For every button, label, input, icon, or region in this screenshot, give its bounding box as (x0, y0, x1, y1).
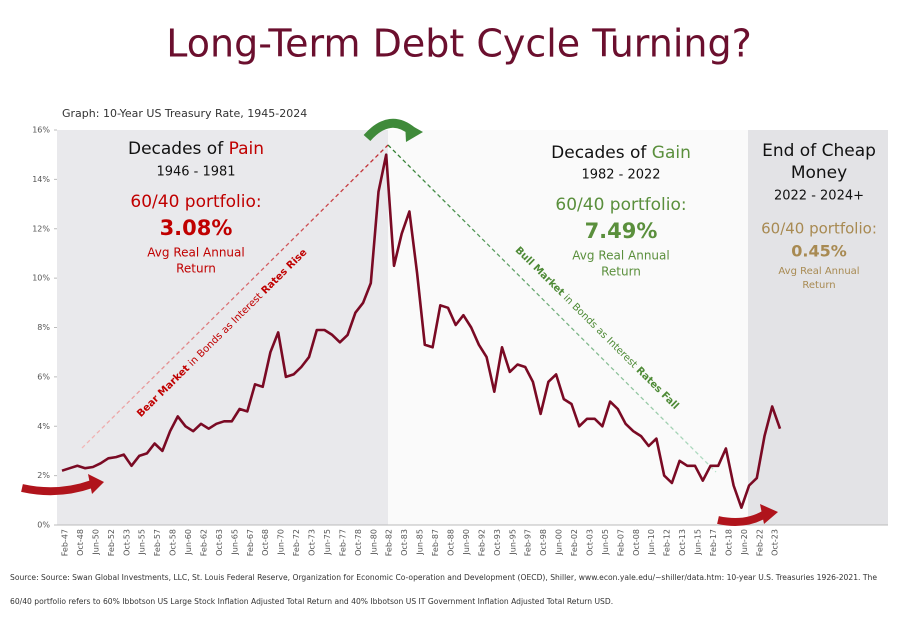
x-tick-label: Oct-98 (539, 529, 548, 556)
pain-caption: Avg Real Annual (147, 246, 244, 260)
x-tick-label: Feb-72 (292, 529, 301, 556)
y-tick-label: 6% (37, 372, 50, 381)
x-tick-label: Oct-88 (447, 529, 456, 556)
bull-trend (387, 144, 717, 473)
x-tick-label: Oct-93 (493, 529, 502, 556)
x-tick-label: Jun-95 (508, 529, 517, 556)
source-note: Source: Source: Swan Global Investments,… (10, 573, 877, 582)
pain-caption: Return (176, 262, 216, 276)
x-tick-label: Jun-65 (230, 529, 239, 556)
y-tick-label: 16% (32, 126, 50, 135)
portfolio-note: 60/40 portfolio refers to 60% Ibbotson U… (10, 597, 613, 606)
gain-portfolio: 60/40 portfolio: (555, 195, 686, 215)
y-tick-label: 12% (32, 224, 50, 233)
cheap-caption: Return (802, 280, 835, 291)
x-tick-label: Feb-47 (61, 529, 70, 556)
pain-years: 1946 - 1981 (156, 165, 235, 180)
pain-return: 3.08% (160, 216, 233, 240)
pain-zone (57, 130, 388, 525)
cheap-caption: Avg Real Annual (778, 266, 859, 277)
x-tick-label: Oct-68 (261, 529, 270, 556)
gain-panel: Decades of Gain 1982 - 2022 60/40 portfo… (551, 143, 691, 279)
x-tick-label: Jun-70 (277, 529, 286, 556)
low-arrow (21, 480, 94, 496)
low-arrow (717, 510, 768, 526)
x-tick-label: Oct-13 (678, 529, 687, 556)
x-tick-label: Jun-05 (601, 529, 610, 556)
x-tick-label: Feb-52 (107, 529, 116, 556)
gain-caption: Avg Real Annual (572, 249, 669, 263)
x-tick-label: Feb-77 (338, 529, 347, 556)
y-tick-label: 14% (32, 175, 50, 184)
cheap-return: 0.45% (791, 242, 847, 261)
pain-portfolio: 60/40 portfolio: (130, 192, 261, 212)
pain-panel: Decades of Pain 1946 - 1981 60/40 portfo… (128, 139, 264, 276)
subtitle: Graph: 10-Year US Treasury Rate, 1945-20… (62, 107, 307, 120)
cheap-portfolio: 60/40 portfolio: (761, 220, 877, 238)
x-tick-label: Jun-55 (138, 529, 147, 556)
low-arrow-head (88, 474, 104, 494)
cheap-title: Money (791, 163, 847, 183)
x-tick-label: Oct-83 (400, 529, 409, 556)
y-tick-label: 8% (37, 323, 50, 332)
gain-years: 1982 - 2022 (581, 168, 660, 183)
bear-trend (81, 144, 389, 449)
x-tick-label: Feb-17 (709, 529, 718, 556)
x-tick-label: Feb-87 (431, 529, 440, 556)
x-tick-label: Oct-78 (354, 529, 363, 556)
gain-title: Decades of Gain (551, 143, 691, 163)
turn-arrow-head (405, 122, 423, 142)
pain-title: Decades of Pain (128, 139, 264, 159)
x-tick-label: Feb-07 (616, 529, 625, 556)
y-tick-label: 10% (32, 274, 50, 283)
y-tick-label: 4% (37, 422, 50, 431)
x-tick-label: Feb-67 (246, 529, 255, 556)
gain-caption: Return (601, 265, 641, 279)
x-tick-label: Feb-02 (570, 529, 579, 556)
x-tick-label: Oct-23 (771, 529, 780, 556)
x-tick-label: Feb-22 (755, 529, 764, 556)
x-tick-label: Feb-57 (153, 529, 162, 556)
cheap-zone (748, 130, 888, 525)
x-tick-label: Oct-08 (632, 529, 641, 556)
cheap-panel: End of Cheap Money 2022 - 2024+ 60/40 po… (761, 141, 877, 291)
x-tick-label: Feb-82 (385, 529, 394, 556)
x-tick-label: Oct-73 (308, 529, 317, 556)
cheap-title: End of Cheap (762, 141, 876, 161)
x-tick-label: Oct-48 (76, 529, 85, 556)
y-tick-label: 0% (37, 521, 50, 530)
x-tick-label: Jun-85 (416, 529, 425, 556)
x-tick-label: Jun-90 (462, 529, 471, 556)
x-tick-label: Oct-18 (724, 529, 733, 556)
x-tick-label: Oct-03 (585, 529, 594, 556)
x-tick-label: Jun-75 (323, 529, 332, 556)
x-tick-label: Feb-92 (477, 529, 486, 556)
x-tick-label: Jun-60 (184, 529, 193, 556)
x-tick-label: Oct-58 (169, 529, 178, 556)
x-tick-label: Oct-53 (122, 529, 131, 556)
x-tick-label: Jun-50 (91, 529, 100, 556)
low-arrow-head (760, 504, 778, 524)
x-tick-label: Jun-20 (740, 529, 749, 556)
chart-title: Long-Term Debt Cycle Turning? (166, 22, 752, 66)
x-tick-label: Jun-00 (555, 529, 564, 556)
gain-return: 7.49% (585, 219, 658, 243)
cheap-years: 2022 - 2024+ (774, 189, 864, 204)
x-tick-label: Jun-15 (694, 529, 703, 556)
x-tick-label: Feb-12 (663, 529, 672, 556)
x-tick-label: Jun-80 (369, 529, 378, 556)
y-tick-label: 2% (37, 471, 50, 480)
x-tick-label: Feb-62 (199, 529, 208, 556)
x-tick-label: Oct-63 (215, 529, 224, 556)
x-tick-label: Jun-10 (647, 529, 656, 556)
x-tick-label: Feb-97 (524, 529, 533, 556)
gain-zone (388, 130, 748, 525)
rate-line (61, 153, 782, 509)
